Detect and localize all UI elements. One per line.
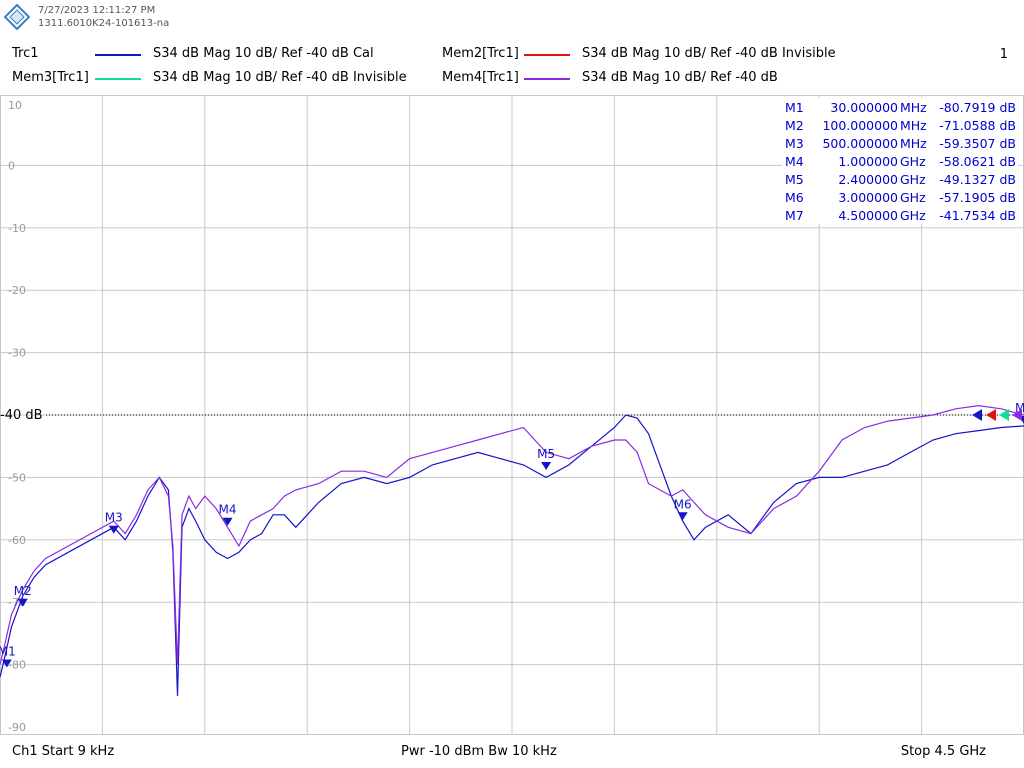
stop-frequency[interactable]: Stop 4.5 GHz (900, 744, 986, 759)
end-arrow-trc1 (972, 409, 982, 421)
marker-value: -57.1905 dB (939, 190, 1016, 205)
svg-text:M3: M3 (105, 511, 123, 525)
marker-value: -41.7534 dB (939, 208, 1016, 223)
marker-unit: MHz (900, 100, 927, 115)
trace-text-mem2: S34 dB Mag 10 dB/ Ref -40 dB Invisible (582, 46, 836, 61)
marker-name: M7 (785, 208, 804, 223)
marker-glyphs: M1 M2 M3 M4 M5 M6 M7 (0, 401, 1024, 668)
trace-label-mem4[interactable]: Mem4[Trc1] (442, 70, 519, 85)
marker-unit: MHz (900, 118, 927, 133)
trace-text-mem4: S34 dB Mag 10 dB/ Ref -40 dB (582, 70, 778, 85)
trace-trc1-line (0, 414, 1024, 696)
trace-swatch-mem2 (524, 54, 570, 56)
marker-glyph-m4[interactable]: M4 (219, 503, 237, 526)
svg-text:M5: M5 (537, 447, 555, 461)
timestamp: 7/27/2023 12:11:27 PM (38, 5, 156, 16)
marker-frequency: 100.000000 (822, 118, 898, 133)
window-number: 1 (999, 47, 1008, 62)
power-bandwidth[interactable]: Pwr -10 dBm Bw 10 kHz (401, 744, 557, 759)
marker-row[interactable]: M5 2.400000 GHz -49.1327 dB (782, 172, 1018, 190)
y-tick-label: -30 (8, 347, 26, 360)
y-tick-label: 10 (8, 99, 22, 112)
marker-unit: GHz (900, 190, 926, 205)
svg-text:M2: M2 (14, 584, 32, 598)
marker-unit: GHz (900, 154, 926, 169)
marker-name: M5 (785, 172, 804, 187)
marker-unit: GHz (900, 208, 926, 223)
marker-frequency: 3.000000 (838, 190, 898, 205)
marker-value: -71.0588 dB (939, 118, 1016, 133)
trace-swatch-trc1 (95, 54, 141, 56)
marker-frequency: 2.400000 (838, 172, 898, 187)
trace-mem4-line (0, 404, 1024, 665)
trace-text-trc1: S34 dB Mag 10 dB/ Ref -40 dB Cal (153, 46, 374, 61)
y-tick-label: -90 (8, 721, 26, 734)
marker-frequency: 500.000000 (822, 136, 898, 151)
status-bar: Ch1 Start 9 kHz Pwr -10 dBm Bw 10 kHz St… (0, 736, 1024, 768)
channel-start[interactable]: Ch1 Start 9 kHz (12, 744, 115, 759)
trace-lines (0, 404, 1024, 696)
svg-text:M1: M1 (0, 645, 16, 659)
marker-glyph-m3[interactable]: M3 (105, 511, 123, 534)
marker-frequency: 1.000000 (838, 154, 898, 169)
marker-row[interactable]: M3 500.000000 MHz -59.3507 dB (782, 136, 1018, 154)
marker-name: M3 (785, 136, 804, 151)
trace-end-arrows (972, 409, 1022, 421)
marker-row[interactable]: M4 1.000000 GHz -58.0621 dB (782, 154, 1018, 172)
y-tick-label: -60 (8, 534, 26, 547)
svg-text:M4: M4 (219, 503, 237, 517)
y-tick-label: -20 (8, 284, 26, 297)
y-tick-label: -10 (8, 222, 26, 235)
svg-text:M7: M7 (1015, 401, 1024, 415)
y-tick-label: 0 (8, 159, 15, 172)
trace-label-mem3[interactable]: Mem3[Trc1] (12, 70, 89, 85)
marker-name: M1 (785, 100, 804, 115)
y-axis-labels: 100-10-20-30-40 dB-50-60-70-80-90 (0, 99, 43, 734)
y-tick-label: -80 (8, 659, 26, 672)
diagram-area[interactable]: 100-10-20-30-40 dB-50-60-70-80-90 M1M2M3… (0, 95, 1024, 735)
marker-unit: MHz (900, 136, 927, 151)
end-arrow-mem4 (1012, 409, 1022, 421)
marker-glyph-m5[interactable]: M5 (537, 447, 555, 470)
marker-glyph-m6[interactable]: M6 (674, 497, 692, 521)
end-arrow-mem2 (986, 409, 996, 421)
y-tick-label: -50 (8, 471, 26, 484)
end-arrow-mem3 (999, 409, 1009, 421)
trace-label-mem2[interactable]: Mem2[Trc1] (442, 46, 519, 61)
y-tick-label: -40 dB (0, 408, 43, 423)
marker-glyph-m2[interactable]: M2 (14, 584, 32, 607)
marker-row[interactable]: M6 3.000000 GHz -57.1905 dB (782, 190, 1018, 208)
marker-row[interactable]: M1 30.000000 MHz -80.7919 dB (782, 100, 1018, 118)
marker-unit: GHz (900, 172, 926, 187)
marker-glyph-m1[interactable]: M1 (0, 645, 16, 668)
title-bar: 7/27/2023 12:11:27 PM 1311.6010K24-10161… (0, 0, 1024, 85)
device-id: 1311.6010K24-101613-na (38, 18, 170, 29)
marker-value: -49.1327 dB (939, 172, 1016, 187)
marker-row[interactable]: M7 4.500000 GHz -41.7534 dB (782, 208, 1018, 226)
trace-label-trc1[interactable]: Trc1 (12, 46, 39, 61)
marker-name: M6 (785, 190, 804, 205)
trace-swatch-mem4 (524, 78, 570, 80)
marker-value: -59.3507 dB (939, 136, 1016, 151)
grid (0, 95, 1024, 735)
marker-name: M4 (785, 154, 804, 169)
marker-value: -58.0621 dB (939, 154, 1016, 169)
svg-text:M6: M6 (674, 497, 692, 511)
rohde-schwarz-logo-icon (4, 4, 30, 30)
marker-frequency: 4.500000 (838, 208, 898, 223)
marker-table[interactable]: M1 30.000000 MHz -80.7919 dB M2 100.0000… (782, 98, 1018, 224)
marker-row[interactable]: M2 100.000000 MHz -71.0588 dB (782, 118, 1018, 136)
trace-swatch-mem3 (95, 78, 141, 80)
marker-value: -80.7919 dB (939, 100, 1016, 115)
marker-frequency: 30.000000 (830, 100, 898, 115)
marker-name: M2 (785, 118, 804, 133)
trace-text-mem3: S34 dB Mag 10 dB/ Ref -40 dB Invisible (153, 70, 407, 85)
